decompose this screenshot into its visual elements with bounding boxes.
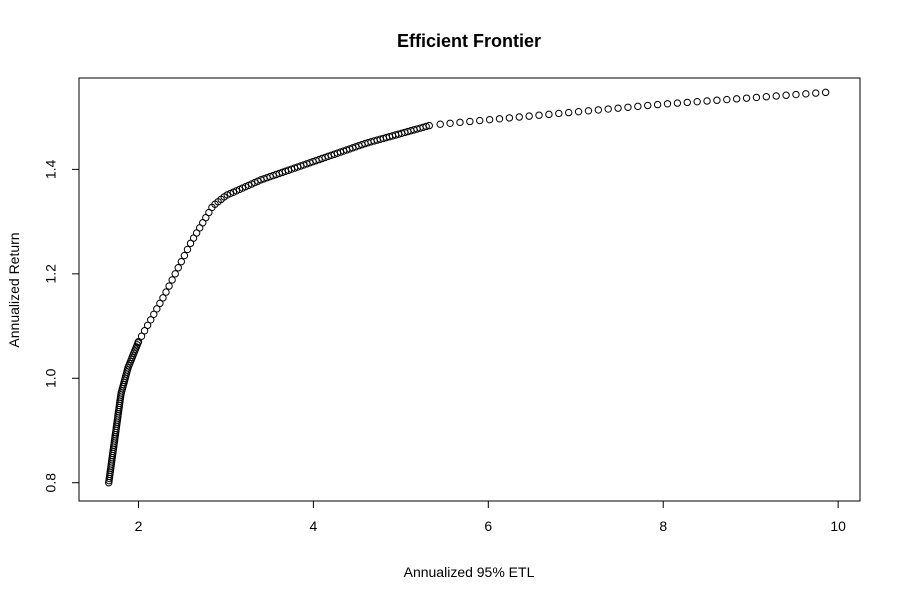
frontier-point [624, 103, 632, 111]
frontier-point [456, 118, 464, 127]
frontier-point [174, 264, 182, 272]
frontier-point [495, 115, 504, 123]
y-axis-label: Annualized Return [6, 232, 22, 347]
frontier-point [505, 114, 514, 122]
frontier-point [446, 119, 454, 127]
frontier-point [137, 332, 146, 340]
frontier-point [752, 93, 761, 102]
x-axis: 2 4 6 8 10 [135, 500, 846, 534]
frontier-point [134, 338, 143, 346]
frontier-point [762, 93, 771, 101]
frontier-point [732, 95, 741, 103]
frontier-point [156, 299, 164, 308]
frontier-point [180, 251, 189, 260]
frontier-point [159, 294, 167, 302]
frontier-point [713, 96, 721, 104]
frontier-point [436, 120, 444, 128]
frontier-point [425, 121, 433, 130]
x-tick-label: 8 [659, 518, 667, 534]
x-tick-label: 6 [484, 518, 492, 534]
frontier-point [476, 116, 484, 125]
frontier-point [812, 89, 820, 97]
frontier-point [147, 316, 155, 324]
frontier-points [105, 88, 830, 487]
frontier-point [162, 288, 170, 296]
y-tick-label: 1.4 [43, 159, 59, 179]
y-tick-label: 1.2 [43, 264, 59, 284]
y-tick-label: 1.0 [43, 368, 59, 388]
frontier-point [153, 305, 161, 313]
frontier-point [564, 108, 573, 117]
frontier-point [150, 310, 158, 319]
frontier-point [574, 107, 583, 116]
plot-area-border [78, 77, 861, 502]
frontier-point [525, 112, 533, 120]
frontier-point [683, 98, 691, 107]
frontier-point [614, 104, 622, 112]
frontier-point [594, 106, 603, 114]
frontier-point [545, 110, 553, 119]
frontier-point [555, 109, 563, 118]
frontier-point [171, 270, 179, 278]
x-tick-label: 2 [135, 518, 143, 534]
frontier-point [663, 100, 672, 108]
x-tick-label: 10 [830, 518, 846, 534]
frontier-point [466, 117, 474, 126]
frontier-point [183, 245, 192, 254]
x-tick-label: 4 [309, 518, 317, 534]
frontier-point [772, 92, 780, 100]
frontier-point [792, 90, 800, 99]
frontier-point [644, 101, 652, 110]
frontier-point [168, 276, 176, 284]
y-tick-label: 0.8 [43, 473, 59, 493]
frontier-point [673, 99, 682, 107]
frontier-point [821, 88, 830, 97]
frontier-point [802, 90, 810, 98]
frontier-point [584, 107, 593, 115]
frontier-point [782, 91, 790, 99]
frontier-point [515, 113, 523, 121]
y-axis: 0.8 1.0 1.2 1.4 [43, 159, 80, 493]
frontier-point [742, 94, 751, 102]
frontier-point [165, 282, 173, 290]
frontier-point [693, 97, 701, 106]
frontier-point [634, 102, 642, 111]
chart-title: Efficient Frontier [397, 31, 541, 51]
frontier-point [604, 105, 612, 113]
frontier-point [703, 97, 711, 105]
frontier-point [143, 321, 152, 329]
frontier-point [422, 122, 430, 131]
frontier-point [723, 95, 731, 104]
x-axis-label: Annualized 95% ETL [404, 564, 535, 580]
frontier-point [140, 327, 149, 335]
frontier-point [485, 115, 494, 124]
frontier-point [535, 111, 543, 119]
frontier-point [653, 100, 662, 109]
frontier-point [177, 257, 186, 266]
